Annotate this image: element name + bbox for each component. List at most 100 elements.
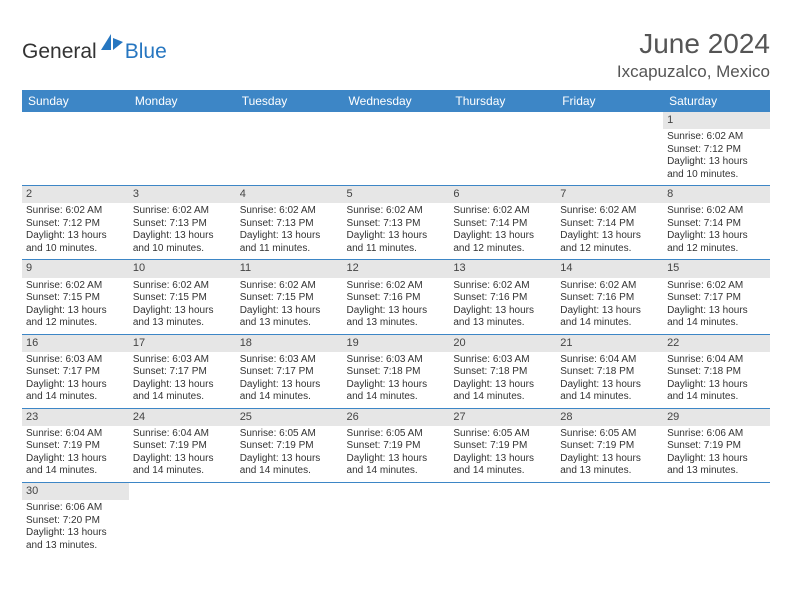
day-details: Sunrise: 6:03 AMSunset: 7:17 PMDaylight:… [22, 352, 129, 408]
sunrise-text: Sunrise: 6:02 AM [26, 280, 125, 293]
day-details: Sunrise: 6:06 AMSunset: 7:20 PMDaylight:… [22, 500, 129, 556]
sunrise-text: Sunrise: 6:02 AM [667, 205, 766, 218]
sunrise-text: Sunrise: 6:03 AM [347, 354, 446, 367]
location: Ixcapuzalco, Mexico [617, 62, 770, 82]
day-details: Sunrise: 6:05 AMSunset: 7:19 PMDaylight:… [236, 426, 343, 482]
daylight-text: Daylight: 13 hours and 10 minutes. [667, 156, 766, 181]
day-details: Sunrise: 6:02 AMSunset: 7:16 PMDaylight:… [449, 278, 556, 334]
day-number: 1 [663, 112, 770, 129]
day-number: 23 [22, 409, 129, 426]
sunset-text: Sunset: 7:13 PM [347, 218, 446, 231]
daylight-text: Daylight: 13 hours and 10 minutes. [26, 230, 125, 255]
logo-text-blue: Blue [125, 40, 167, 64]
calendar-day-cell: 17Sunrise: 6:03 AMSunset: 7:17 PMDayligh… [129, 334, 236, 408]
day-number: 18 [236, 335, 343, 352]
sunset-text: Sunset: 7:19 PM [26, 440, 125, 453]
daylight-text: Daylight: 13 hours and 14 minutes. [347, 453, 446, 478]
calendar-day-cell [343, 112, 450, 186]
calendar-day-cell [663, 482, 770, 556]
daylight-text: Daylight: 13 hours and 14 minutes. [26, 453, 125, 478]
day-details: Sunrise: 6:02 AMSunset: 7:16 PMDaylight:… [343, 278, 450, 334]
sunset-text: Sunset: 7:19 PM [453, 440, 552, 453]
day-number: 24 [129, 409, 236, 426]
day-number: 29 [663, 409, 770, 426]
calendar-day-cell: 26Sunrise: 6:05 AMSunset: 7:19 PMDayligh… [343, 408, 450, 482]
calendar-day-cell: 29Sunrise: 6:06 AMSunset: 7:19 PMDayligh… [663, 408, 770, 482]
day-details: Sunrise: 6:02 AMSunset: 7:16 PMDaylight:… [556, 278, 663, 334]
day-number: 10 [129, 260, 236, 277]
calendar-day-cell: 14Sunrise: 6:02 AMSunset: 7:16 PMDayligh… [556, 260, 663, 334]
calendar-day-cell: 25Sunrise: 6:05 AMSunset: 7:19 PMDayligh… [236, 408, 343, 482]
calendar-day-cell: 30Sunrise: 6:06 AMSunset: 7:20 PMDayligh… [22, 482, 129, 556]
sunset-text: Sunset: 7:19 PM [560, 440, 659, 453]
day-details: Sunrise: 6:02 AMSunset: 7:15 PMDaylight:… [129, 278, 236, 334]
calendar-day-cell: 27Sunrise: 6:05 AMSunset: 7:19 PMDayligh… [449, 408, 556, 482]
sunset-text: Sunset: 7:19 PM [347, 440, 446, 453]
day-number: 21 [556, 335, 663, 352]
calendar-day-cell: 3Sunrise: 6:02 AMSunset: 7:13 PMDaylight… [129, 186, 236, 260]
sunrise-text: Sunrise: 6:05 AM [453, 428, 552, 441]
sunset-text: Sunset: 7:17 PM [240, 366, 339, 379]
calendar-day-cell: 28Sunrise: 6:05 AMSunset: 7:19 PMDayligh… [556, 408, 663, 482]
calendar-day-cell [449, 112, 556, 186]
day-number: 14 [556, 260, 663, 277]
daylight-text: Daylight: 13 hours and 14 minutes. [560, 379, 659, 404]
sunrise-text: Sunrise: 6:02 AM [347, 205, 446, 218]
calendar-week-row: 16Sunrise: 6:03 AMSunset: 7:17 PMDayligh… [22, 334, 770, 408]
sunrise-text: Sunrise: 6:02 AM [26, 205, 125, 218]
header: General Blue June 2024 Ixcapuzalco, Mexi… [22, 28, 770, 82]
weekday-header: Saturday [663, 90, 770, 112]
daylight-text: Daylight: 13 hours and 14 minutes. [240, 453, 339, 478]
calendar-day-cell [129, 482, 236, 556]
daylight-text: Daylight: 13 hours and 12 minutes. [667, 230, 766, 255]
day-details: Sunrise: 6:03 AMSunset: 7:17 PMDaylight:… [129, 352, 236, 408]
weekday-header: Tuesday [236, 90, 343, 112]
daylight-text: Daylight: 13 hours and 14 minutes. [26, 379, 125, 404]
day-details: Sunrise: 6:02 AMSunset: 7:12 PMDaylight:… [663, 129, 770, 185]
calendar-day-cell: 8Sunrise: 6:02 AMSunset: 7:14 PMDaylight… [663, 186, 770, 260]
calendar-day-cell [236, 112, 343, 186]
day-number: 12 [343, 260, 450, 277]
sunrise-text: Sunrise: 6:02 AM [453, 280, 552, 293]
sunrise-text: Sunrise: 6:02 AM [560, 280, 659, 293]
daylight-text: Daylight: 13 hours and 12 minutes. [560, 230, 659, 255]
day-details: Sunrise: 6:02 AMSunset: 7:13 PMDaylight:… [236, 203, 343, 259]
month-title: June 2024 [617, 28, 770, 60]
day-number: 2 [22, 186, 129, 203]
sunrise-text: Sunrise: 6:02 AM [347, 280, 446, 293]
sunrise-text: Sunrise: 6:03 AM [453, 354, 552, 367]
sunrise-text: Sunrise: 6:06 AM [667, 428, 766, 441]
calendar-day-cell [556, 482, 663, 556]
sunrise-text: Sunrise: 6:04 AM [560, 354, 659, 367]
day-details: Sunrise: 6:03 AMSunset: 7:17 PMDaylight:… [236, 352, 343, 408]
daylight-text: Daylight: 13 hours and 12 minutes. [26, 305, 125, 330]
weekday-header: Wednesday [343, 90, 450, 112]
day-number: 25 [236, 409, 343, 426]
day-number: 13 [449, 260, 556, 277]
sunset-text: Sunset: 7:16 PM [560, 292, 659, 305]
day-number: 16 [22, 335, 129, 352]
daylight-text: Daylight: 13 hours and 14 minutes. [347, 379, 446, 404]
day-details: Sunrise: 6:05 AMSunset: 7:19 PMDaylight:… [449, 426, 556, 482]
day-number: 30 [22, 483, 129, 500]
day-number: 15 [663, 260, 770, 277]
day-number: 4 [236, 186, 343, 203]
calendar-day-cell: 7Sunrise: 6:02 AMSunset: 7:14 PMDaylight… [556, 186, 663, 260]
day-number: 7 [556, 186, 663, 203]
day-details: Sunrise: 6:04 AMSunset: 7:19 PMDaylight:… [129, 426, 236, 482]
weekday-header-row: Sunday Monday Tuesday Wednesday Thursday… [22, 90, 770, 112]
day-details: Sunrise: 6:03 AMSunset: 7:18 PMDaylight:… [343, 352, 450, 408]
sunset-text: Sunset: 7:17 PM [26, 366, 125, 379]
daylight-text: Daylight: 13 hours and 13 minutes. [26, 527, 125, 552]
sunrise-text: Sunrise: 6:05 AM [560, 428, 659, 441]
sunset-text: Sunset: 7:20 PM [26, 515, 125, 528]
calendar-day-cell: 12Sunrise: 6:02 AMSunset: 7:16 PMDayligh… [343, 260, 450, 334]
calendar-day-cell: 19Sunrise: 6:03 AMSunset: 7:18 PMDayligh… [343, 334, 450, 408]
calendar-day-cell [343, 482, 450, 556]
sunset-text: Sunset: 7:19 PM [133, 440, 232, 453]
daylight-text: Daylight: 13 hours and 14 minutes. [667, 379, 766, 404]
calendar-day-cell [22, 112, 129, 186]
daylight-text: Daylight: 13 hours and 14 minutes. [133, 453, 232, 478]
calendar-day-cell: 24Sunrise: 6:04 AMSunset: 7:19 PMDayligh… [129, 408, 236, 482]
sunset-text: Sunset: 7:16 PM [347, 292, 446, 305]
